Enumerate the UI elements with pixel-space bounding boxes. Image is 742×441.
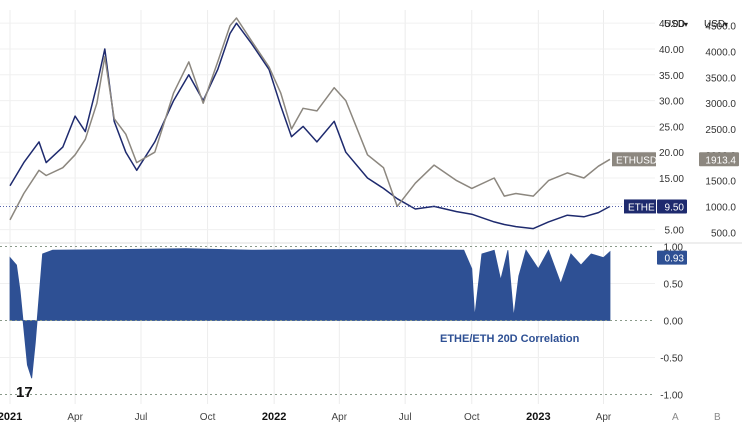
left-axis-tick-label: 5.00 bbox=[665, 226, 685, 237]
ethusd-value-tag-box bbox=[699, 152, 739, 167]
x-axis-tick-label: Oct bbox=[464, 412, 480, 423]
ethusd-value-tag: 1913.4 bbox=[699, 152, 739, 167]
correlation-tick-label: 0.00 bbox=[664, 317, 684, 328]
left-axis-tick-label: 20.00 bbox=[659, 148, 684, 159]
logo-text: 17 bbox=[16, 384, 33, 401]
x-axis-tick-label: Oct bbox=[200, 412, 216, 423]
ethusd-name-tag-text: ETHUSD bbox=[616, 155, 657, 166]
correlation-value-tag-box bbox=[657, 250, 687, 265]
axes: 1.000.500.00-0.50-1.005.0010.0015.0020.0… bbox=[0, 19, 736, 423]
x-axis-tick-label: Jul bbox=[135, 412, 148, 423]
right-axis-tick-label: 1500.0 bbox=[705, 177, 736, 188]
x-axis-tick-label: Jul bbox=[399, 412, 412, 423]
ethe-name-tag-box bbox=[624, 199, 656, 214]
ethusd-name-tag-box bbox=[612, 152, 656, 167]
x-axis-tick-label: 2022 bbox=[262, 411, 286, 423]
price-pane bbox=[0, 17, 655, 230]
right-axis-tick-label: 3000.0 bbox=[705, 99, 736, 110]
ethe-name-tag-text: ETHE bbox=[628, 202, 655, 213]
price-tags: ETHUSD 1913.4 ETHE 9.50 0.93 bbox=[612, 152, 739, 265]
left-axis-tick-label: 35.00 bbox=[659, 71, 684, 82]
left-axis-tick-label: 40.00 bbox=[659, 45, 684, 56]
x-axis-tick-label: Apr bbox=[596, 412, 612, 423]
series-line-ethe bbox=[9, 22, 611, 230]
grid bbox=[0, 10, 742, 404]
chevron-down-icon: ▾ bbox=[724, 20, 728, 29]
correlation-area bbox=[9, 248, 611, 379]
tradingview-logo[interactable]: 17 bbox=[16, 384, 33, 401]
currency-right-label: USD bbox=[704, 19, 725, 30]
x-axis-tick-label: Apr bbox=[67, 412, 83, 423]
correlation-tick-label: 0.50 bbox=[664, 280, 684, 291]
x-axis-tick-label: 2021 bbox=[0, 411, 22, 423]
right-axis-tick-label: 2500.0 bbox=[705, 125, 736, 136]
ethusd-name-tag: ETHUSD bbox=[612, 152, 657, 167]
auto-scale-button[interactable]: A bbox=[672, 412, 679, 423]
currency-selector-right[interactable]: USD ▾ bbox=[704, 19, 728, 30]
ethe-name-tag: ETHE bbox=[624, 199, 656, 214]
ethe-value-tag-value: 9.50 bbox=[665, 202, 685, 213]
correlation-value-tag-value: 0.93 bbox=[665, 254, 685, 265]
ethusd-value-tag-value: 1913.4 bbox=[705, 155, 736, 166]
correlation-tick-label: 1.00 bbox=[664, 243, 684, 254]
log-scale-button[interactable]: B bbox=[714, 412, 721, 423]
right-axis-tick-label: 1000.0 bbox=[705, 202, 736, 213]
chevron-down-icon: ▾ bbox=[684, 20, 688, 29]
correlation-tick-label: -0.50 bbox=[660, 354, 683, 365]
series-line-ethusd bbox=[9, 17, 611, 221]
ethe-value-tag: 9.50 bbox=[657, 199, 687, 214]
left-axis-tick-label: 25.00 bbox=[659, 122, 684, 133]
correlation-legend: ETHE/ETH 20D Correlation bbox=[440, 333, 580, 345]
right-axis-tick-label: 3500.0 bbox=[705, 73, 736, 84]
right-axis-tick-label: 500.0 bbox=[711, 228, 736, 239]
currency-selector-left[interactable]: USD ▾ bbox=[664, 19, 688, 30]
correlation-pane: ETHE/ETH 20D Correlation bbox=[0, 246, 655, 395]
left-axis-tick-label: 15.00 bbox=[659, 174, 684, 185]
right-axis-tick-label: 4500.0 bbox=[705, 22, 736, 33]
currency-left-label: USD bbox=[664, 19, 685, 30]
left-axis-tick-label: 45.00 bbox=[659, 19, 684, 30]
left-axis-tick-label: 30.00 bbox=[659, 97, 684, 108]
right-axis-tick-label: 4000.0 bbox=[705, 48, 736, 59]
correlation-tick-label: -1.00 bbox=[660, 391, 683, 402]
ethe-value-tag-box bbox=[657, 199, 687, 214]
correlation-value-tag: 0.93 bbox=[657, 250, 687, 265]
log-scale-label: B bbox=[714, 412, 721, 423]
auto-scale-label: A bbox=[672, 412, 679, 423]
x-axis-tick-label: 2023 bbox=[526, 411, 550, 423]
x-axis-tick-label: Apr bbox=[332, 412, 348, 423]
